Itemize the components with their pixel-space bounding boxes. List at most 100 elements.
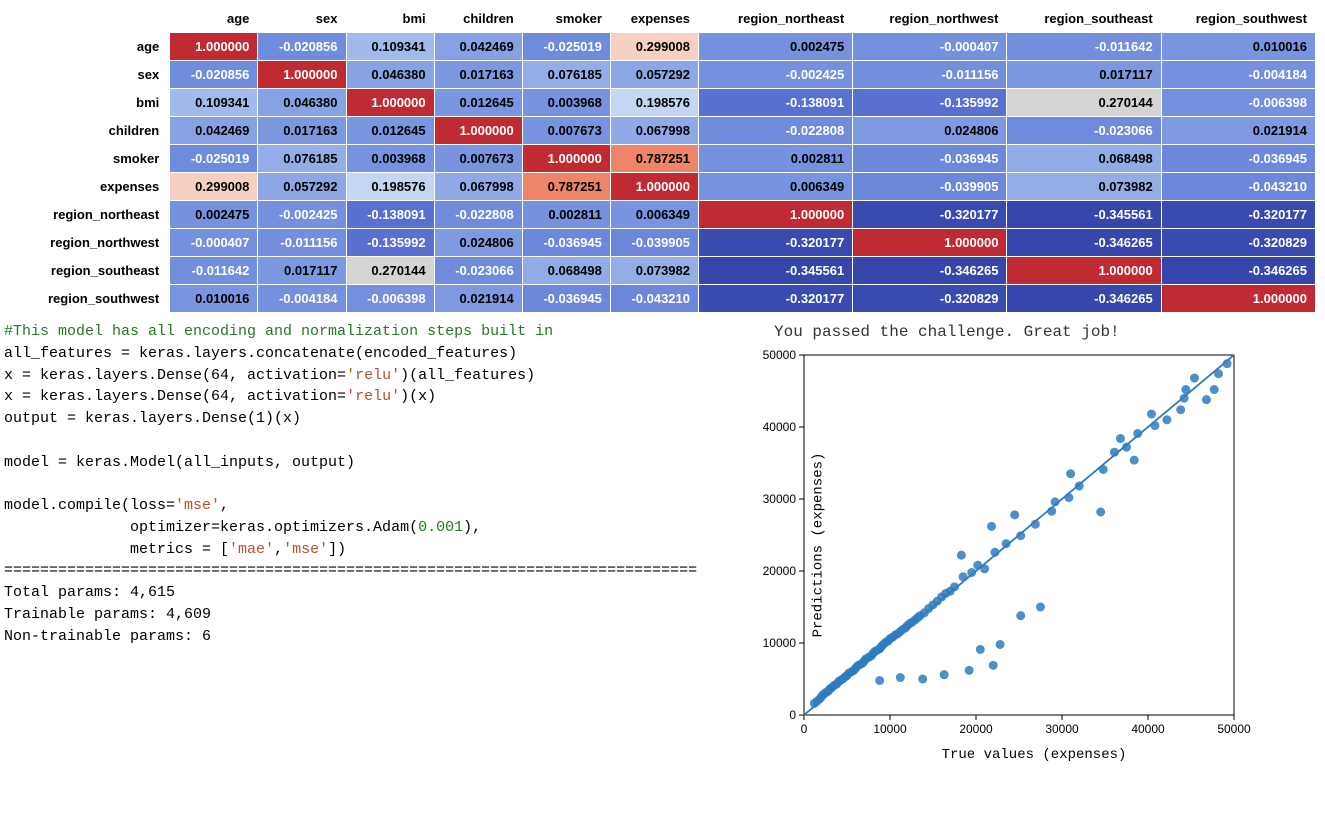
heatmap-row-header: expenses [5, 173, 170, 201]
heatmap-cell: -0.004184 [1161, 61, 1315, 89]
code-line: model.compile(loss= [4, 497, 175, 514]
heatmap-cell: 0.068498 [522, 257, 610, 285]
correlation-heatmap: agesexbmichildrensmokerexpensesregion_no… [4, 4, 1321, 313]
heatmap-cell: -0.345561 [1007, 201, 1161, 229]
heatmap-cell: -0.011642 [1007, 33, 1161, 61]
heatmap-cell: -0.020856 [258, 33, 346, 61]
heatmap-cell: -0.135992 [346, 229, 434, 257]
code-number: 0.001 [418, 519, 463, 536]
code-comment: #This model has all encoding and normali… [4, 323, 553, 340]
svg-text:10000: 10000 [763, 636, 797, 650]
heatmap-col-header: region_northwest [853, 5, 1007, 33]
code-line: x = keras.layers.Dense(64, activation= [4, 388, 346, 405]
heatmap-cell: 0.007673 [522, 117, 610, 145]
heatmap-cell: -0.138091 [346, 201, 434, 229]
heatmap-cell: 1.000000 [170, 33, 258, 61]
heatmap-row: region_northeast0.002475-0.002425-0.1380… [5, 201, 1316, 229]
heatmap-col-header: expenses [610, 5, 698, 33]
heatmap-cell: -0.346265 [853, 257, 1007, 285]
heatmap-cell: 0.270144 [1007, 89, 1161, 117]
heatmap-row: smoker-0.0250190.0761850.0039680.0076731… [5, 145, 1316, 173]
params-total: Total params: 4,615 [4, 584, 175, 601]
code-line: metrics = [ [4, 541, 229, 558]
svg-text:0: 0 [789, 708, 796, 722]
heatmap-cell: 1.000000 [1161, 285, 1315, 313]
heatmap-cell: 0.076185 [522, 61, 610, 89]
heatmap-cell: -0.002425 [699, 61, 853, 89]
heatmap-cell: 1.000000 [1007, 257, 1161, 285]
heatmap-cell: -0.320177 [699, 285, 853, 313]
code-separator: ========================================… [4, 562, 697, 579]
heatmap-cell: 0.109341 [170, 89, 258, 117]
heatmap-cell: 0.002475 [170, 201, 258, 229]
heatmap-col-header: age [170, 5, 258, 33]
heatmap-cell: 0.003968 [346, 145, 434, 173]
svg-text:30000: 30000 [763, 492, 797, 506]
heatmap-cell: -0.043210 [1161, 173, 1315, 201]
heatmap-cell: -0.345561 [699, 257, 853, 285]
heatmap-cell: 0.012645 [434, 89, 522, 117]
code-line: all_features = keras.layers.concatenate(… [4, 345, 517, 362]
heatmap-cell: 0.042469 [170, 117, 258, 145]
heatmap-cell: -0.004184 [258, 285, 346, 313]
code-line: x = keras.layers.Dense(64, activation= [4, 367, 346, 384]
heatmap-col-header: region_southeast [1007, 5, 1161, 33]
heatmap-cell: 1.000000 [699, 201, 853, 229]
params-trainable: Trainable params: 4,609 [4, 606, 211, 623]
svg-text:20000: 20000 [763, 564, 797, 578]
heatmap-col-header: region_northeast [699, 5, 853, 33]
heatmap-cell: -0.006398 [1161, 89, 1315, 117]
heatmap-col-header: smoker [522, 5, 610, 33]
heatmap-cell: -0.022808 [434, 201, 522, 229]
heatmap-row: age1.000000-0.0208560.1093410.042469-0.0… [5, 33, 1316, 61]
heatmap-cell: -0.000407 [853, 33, 1007, 61]
heatmap-cell: 0.017163 [434, 61, 522, 89]
heatmap-cell: 0.002475 [699, 33, 853, 61]
heatmap-row: region_northwest-0.000407-0.011156-0.135… [5, 229, 1316, 257]
heatmap-cell: -0.006398 [346, 285, 434, 313]
heatmap-cell: 1.000000 [434, 117, 522, 145]
code-line: output = keras.layers.Dense(1)(x) [4, 410, 301, 427]
heatmap-cell: -0.036945 [522, 229, 610, 257]
heatmap-cell: -0.039905 [610, 229, 698, 257]
heatmap-col-header: children [434, 5, 522, 33]
svg-text:0: 0 [801, 722, 808, 736]
svg-text:10000: 10000 [873, 722, 907, 736]
code-line: optimizer=keras.optimizers.Adam( [4, 519, 418, 536]
heatmap-cell: -0.020856 [170, 61, 258, 89]
heatmap-cell: 0.021914 [1161, 117, 1315, 145]
svg-text:40000: 40000 [763, 420, 797, 434]
heatmap-cell: 0.787251 [610, 145, 698, 173]
heatmap-cell: -0.011156 [853, 61, 1007, 89]
heatmap-cell: 0.787251 [522, 173, 610, 201]
heatmap-cell: 0.006349 [610, 201, 698, 229]
heatmap-row-header: region_northwest [5, 229, 170, 257]
heatmap-cell: 0.076185 [258, 145, 346, 173]
heatmap-cell: 0.068498 [1007, 145, 1161, 173]
heatmap-cell: -0.025019 [522, 33, 610, 61]
heatmap-cell: 0.057292 [610, 61, 698, 89]
heatmap-cell: -0.320829 [1161, 229, 1315, 257]
heatmap-cell: -0.320177 [699, 229, 853, 257]
code-line: model = keras.Model(all_inputs, output) [4, 454, 355, 471]
svg-text:20000: 20000 [959, 722, 993, 736]
heatmap-cell: -0.025019 [170, 145, 258, 173]
heatmap-cell: -0.036945 [522, 285, 610, 313]
heatmap-cell: -0.320177 [853, 201, 1007, 229]
code-string: 'mse' [175, 497, 220, 514]
heatmap-cell: 0.198576 [346, 173, 434, 201]
heatmap-cell: 1.000000 [853, 229, 1007, 257]
scatter-ylabel: Predictions (expenses) [810, 453, 826, 638]
heatmap-row-header: region_northeast [5, 201, 170, 229]
heatmap-row-header: smoker [5, 145, 170, 173]
heatmap-cell: 0.021914 [434, 285, 522, 313]
heatmap-cell: -0.036945 [853, 145, 1007, 173]
heatmap-cell: 0.010016 [170, 285, 258, 313]
heatmap-cell: 0.024806 [853, 117, 1007, 145]
heatmap-cell: -0.036945 [1161, 145, 1315, 173]
heatmap-cell: 0.002811 [699, 145, 853, 173]
heatmap-cell: 0.198576 [610, 89, 698, 117]
heatmap-cell: 1.000000 [522, 145, 610, 173]
heatmap-row: region_southeast-0.0116420.0171170.27014… [5, 257, 1316, 285]
heatmap-row: children0.0424690.0171630.0126451.000000… [5, 117, 1316, 145]
